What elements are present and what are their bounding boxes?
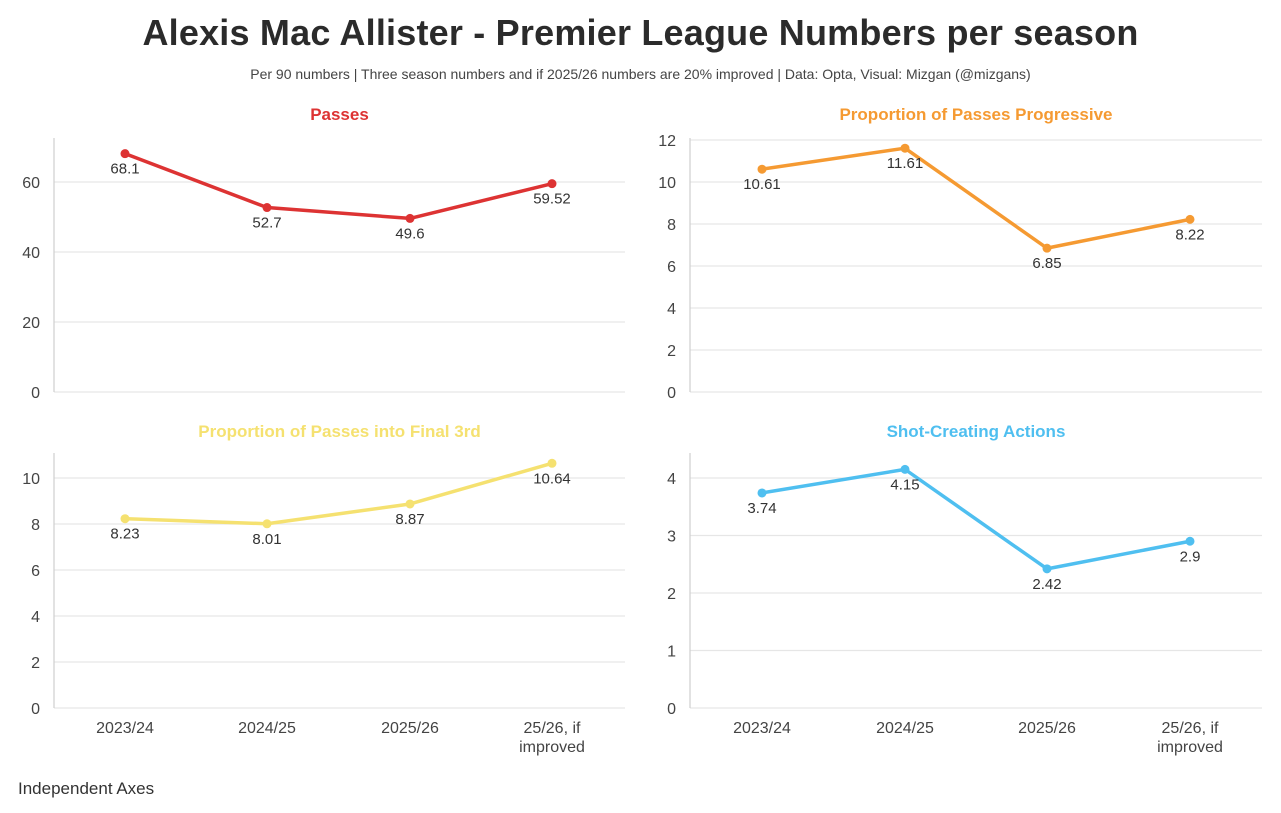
- chart-title: Alexis Mac Allister - Premier League Num…: [142, 12, 1139, 53]
- y-tick-label: 0: [31, 385, 40, 402]
- data-label: 2.42: [1032, 576, 1061, 593]
- axes-note: Independent Axes: [18, 779, 155, 798]
- data-label: 8.23: [110, 526, 139, 543]
- data-label: 8.87: [395, 511, 424, 528]
- data-label: 10.64: [533, 470, 571, 487]
- y-tick-label: 4: [667, 301, 676, 318]
- series-line: [123, 151, 554, 221]
- data-point: [405, 499, 415, 509]
- data-point: [1185, 214, 1195, 224]
- chart-panel-3: Proportion of Passes into Final 3rd 0 2 4 6 8…: [22, 422, 625, 756]
- y-tick-label: 10: [22, 471, 40, 488]
- x-tick-label: 2024/25: [876, 720, 934, 737]
- x-tick-label: 25/26, if improved: [1157, 720, 1223, 756]
- data-label: 6.85: [1032, 255, 1061, 272]
- y-tick-label: 2: [31, 655, 40, 672]
- data-label: 52.7: [252, 215, 281, 232]
- panel-title: Proportion of Passes Progressive: [839, 105, 1112, 124]
- y-tick-label: 3: [667, 529, 676, 546]
- y-tick-label: 6: [31, 563, 40, 580]
- data-label: 10.61: [743, 176, 781, 193]
- y-tick-label: 8: [31, 517, 40, 534]
- chart-panel-4: Shot-Creating Actions 0 1 2 3 4 3.74 4.15 2.42 2.…: [667, 422, 1262, 756]
- chart-panel-1: Passes 0 20 40 60 68.1 52.7 49.6 59.52: [22, 105, 625, 402]
- y-tick-label: 12: [658, 133, 676, 150]
- data-label: 4.15: [890, 476, 919, 493]
- y-tick-label: 1: [667, 644, 676, 661]
- series-line: [760, 146, 1192, 250]
- data-label: 68.1: [110, 161, 139, 178]
- y-tick-label: 0: [31, 701, 40, 718]
- x-tick-label: 2025/26: [381, 720, 439, 737]
- y-tick-label: 2: [667, 586, 676, 603]
- data-point: [900, 464, 910, 474]
- panel-title: Proportion of Passes into Final 3rd: [198, 422, 480, 441]
- data-label: 59.52: [533, 191, 571, 208]
- y-tick-label: 0: [667, 385, 676, 402]
- data-point: [757, 488, 767, 498]
- chart-subtitle: Per 90 numbers | Three season numbers an…: [250, 66, 1031, 82]
- data-point: [120, 149, 130, 159]
- data-point: [1042, 564, 1052, 574]
- data-label: 11.61: [887, 155, 923, 172]
- data-label: 3.74: [747, 500, 776, 517]
- series-line: [760, 467, 1192, 571]
- data-point: [900, 143, 910, 153]
- x-tick-label: 2025/26: [1018, 720, 1076, 737]
- data-point: [547, 458, 557, 468]
- y-tick-label: 2: [667, 343, 676, 360]
- x-tick-label: 2023/24: [96, 720, 154, 737]
- data-point: [757, 164, 767, 174]
- chart-panel-2: Proportion of Passes Progressive 0 2 4 6 8 10 1…: [658, 105, 1262, 402]
- y-tick-label: 6: [667, 259, 676, 276]
- data-point: [262, 203, 272, 213]
- data-label: 2.9: [1180, 548, 1201, 565]
- data-point: [405, 213, 415, 223]
- y-tick-label: 10: [658, 175, 676, 192]
- y-tick-label: 40: [22, 245, 40, 262]
- x-tick-label: 25/26, if improved: [519, 720, 585, 756]
- y-tick-label: 4: [31, 609, 40, 626]
- data-point: [1042, 243, 1052, 253]
- data-label: 8.01: [252, 531, 281, 548]
- data-point: [547, 179, 557, 189]
- y-tick-label: 8: [667, 217, 676, 234]
- data-label: 49.6: [395, 225, 424, 242]
- panel-title: Shot-Creating Actions: [887, 422, 1066, 441]
- y-tick-label: 20: [22, 315, 40, 332]
- y-tick-label: 0: [667, 701, 676, 718]
- data-point: [120, 514, 130, 524]
- data-point: [1185, 536, 1195, 546]
- data-label: 8.22: [1175, 226, 1204, 243]
- panel-title: Passes: [310, 105, 369, 124]
- y-tick-label: 4: [667, 471, 676, 488]
- x-tick-label: 2024/25: [238, 720, 296, 737]
- x-tick-label: 2023/24: [733, 720, 791, 737]
- data-point: [262, 519, 272, 529]
- series-line: [123, 461, 554, 526]
- y-tick-label: 60: [22, 175, 40, 192]
